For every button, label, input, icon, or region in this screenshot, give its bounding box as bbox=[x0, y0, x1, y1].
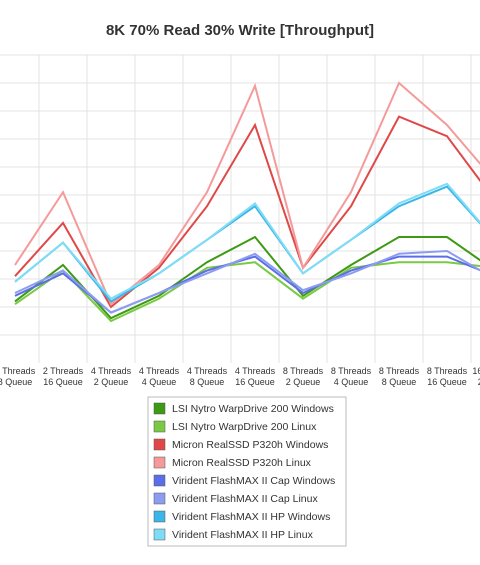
legend-swatch bbox=[153, 510, 166, 523]
series-line bbox=[14, 81, 480, 306]
x-tick-label: 2 Threads bbox=[0, 366, 36, 376]
series-line bbox=[14, 185, 480, 303]
legend-swatch bbox=[153, 456, 166, 469]
x-tick-label: 8 Threads bbox=[283, 366, 324, 376]
legend-swatch bbox=[153, 420, 166, 433]
x-tick-label: 2 Queue bbox=[94, 377, 129, 387]
series-line bbox=[14, 235, 480, 320]
legend-label: Virident FlashMAX II Cap Linux bbox=[172, 493, 318, 505]
x-tick-label: 4 Queue bbox=[142, 377, 177, 387]
x-tick-label: 4 Queue bbox=[334, 377, 369, 387]
series-line bbox=[14, 249, 480, 314]
x-tick-label: 2 Threads bbox=[43, 366, 84, 376]
x-tick-label: 8 Queue bbox=[190, 377, 225, 387]
x-tick-label: 4 Threads bbox=[139, 366, 180, 376]
x-tick-label: 2 Queue bbox=[286, 377, 321, 387]
legend-label: Micron RealSSD P320h Linux bbox=[172, 457, 312, 469]
x-tick-label: 2 Queue bbox=[478, 377, 480, 387]
series-line bbox=[14, 255, 480, 314]
legend-label: LSI Nytro WarpDrive 200 Windows bbox=[172, 403, 334, 415]
x-tick-label: 8 Queue bbox=[0, 377, 32, 387]
legend-label: LSI Nytro WarpDrive 200 Linux bbox=[172, 421, 317, 433]
x-tick-label: 8 Threads bbox=[331, 366, 372, 376]
x-tick-label: 4 Threads bbox=[187, 366, 228, 376]
legend-label: Virident FlashMAX II HP Linux bbox=[172, 529, 314, 541]
legend-swatch bbox=[153, 402, 166, 415]
x-tick-label: 8 Queue bbox=[382, 377, 417, 387]
x-tick-label: 4 Threads bbox=[91, 366, 132, 376]
series-line bbox=[14, 261, 480, 323]
series-line bbox=[14, 182, 480, 300]
legend-swatch bbox=[153, 492, 166, 505]
x-tick-label: 16 Queue bbox=[427, 377, 467, 387]
x-tick-label: 8 Threads bbox=[427, 366, 468, 376]
x-tick-label: 4 Threads bbox=[235, 366, 276, 376]
legend-swatch bbox=[153, 438, 166, 451]
legend-label: Micron RealSSD P320h Windows bbox=[172, 439, 328, 451]
x-tick-label: 16 Queue bbox=[235, 377, 275, 387]
legend-swatch bbox=[153, 474, 166, 487]
x-tick-label: 16 Queue bbox=[43, 377, 83, 387]
x-tick-label: 16 Threads bbox=[472, 366, 480, 376]
legend-label: Virident FlashMAX II HP Windows bbox=[172, 511, 330, 523]
x-tick-label: 8 Threads bbox=[379, 366, 420, 376]
chart-title: 8K 70% Read 30% Write [Throughput] bbox=[106, 22, 374, 39]
legend-label: Virident FlashMAX II Cap Windows bbox=[172, 475, 335, 487]
legend bbox=[147, 396, 347, 547]
legend-swatch bbox=[153, 528, 166, 541]
